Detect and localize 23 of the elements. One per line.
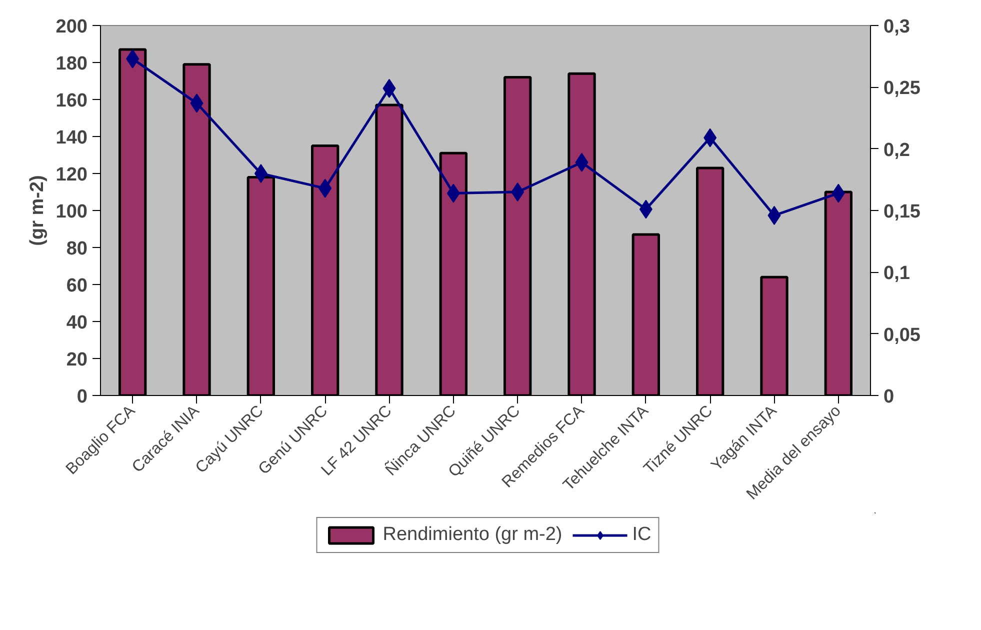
y2-tick-label: 0,25 — [884, 78, 921, 100]
y2-tick-label: 0,05 — [884, 324, 921, 346]
y-tick-label: 0 — [76, 386, 88, 408]
point — [511, 182, 524, 202]
y-tick-label: 20 — [66, 350, 88, 370]
y-axis-title: (gr m-2) — [26, 175, 48, 246]
y2-tick-label: 0,15 — [884, 202, 921, 222]
y2-tick-label: 0 — [884, 386, 894, 408]
y-tick-label: 140 — [56, 128, 88, 148]
y-tick-label: 200 — [56, 16, 88, 38]
legend-label: IC — [632, 524, 652, 546]
y-tick-label: 100 — [56, 202, 88, 222]
y-tick-label: 60 — [66, 276, 88, 296]
y2-tick-label: 0,2 — [884, 140, 910, 161]
y-tick-label: 180 — [56, 54, 88, 74]
legend-label: Rendimiento (gr m-2) — [382, 524, 562, 546]
point — [254, 164, 268, 183]
y2-tick-label: 0,3 — [884, 16, 910, 38]
y-tick-label: 160 — [56, 90, 88, 112]
y-tick-label: 40 — [66, 312, 88, 334]
y-tick-label: 120 — [56, 164, 88, 186]
y-tick-label: 80 — [66, 238, 88, 260]
y2-tick-label: 0,1 — [884, 263, 910, 284]
